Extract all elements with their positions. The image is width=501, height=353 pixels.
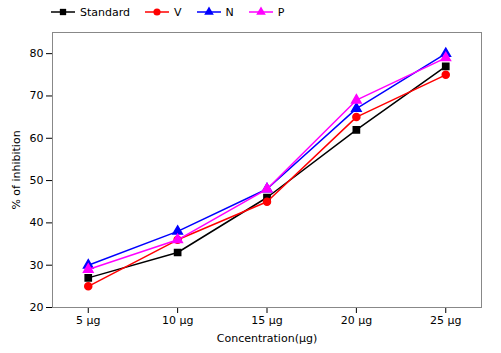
svg-text:80: 80 xyxy=(30,47,44,60)
html-text:P: P xyxy=(277,5,285,19)
svg-text:20: 20 xyxy=(30,301,44,314)
svg-text:40: 40 xyxy=(30,216,44,229)
svg-text:% of inhibition: % of inhibition xyxy=(10,130,23,209)
html-text:V: V xyxy=(174,5,182,19)
svg-text:15 μg: 15 μg xyxy=(251,314,282,327)
html-text:Standard: Standard xyxy=(80,5,130,19)
svg-text:25 μg: 25 μg xyxy=(430,314,461,327)
svg-text:20 μg: 20 μg xyxy=(341,314,372,327)
svg-text:Concentration(μg): Concentration(μg) xyxy=(217,332,317,345)
svg-text:30: 30 xyxy=(30,259,44,272)
svg-text:50: 50 xyxy=(30,174,44,187)
svg-text:5 μg: 5 μg xyxy=(76,314,100,327)
svg-text:60: 60 xyxy=(30,132,44,145)
svg-text:70: 70 xyxy=(30,89,44,102)
svg-text:10 μg: 10 μg xyxy=(162,314,193,327)
html-text:N: N xyxy=(225,5,234,19)
